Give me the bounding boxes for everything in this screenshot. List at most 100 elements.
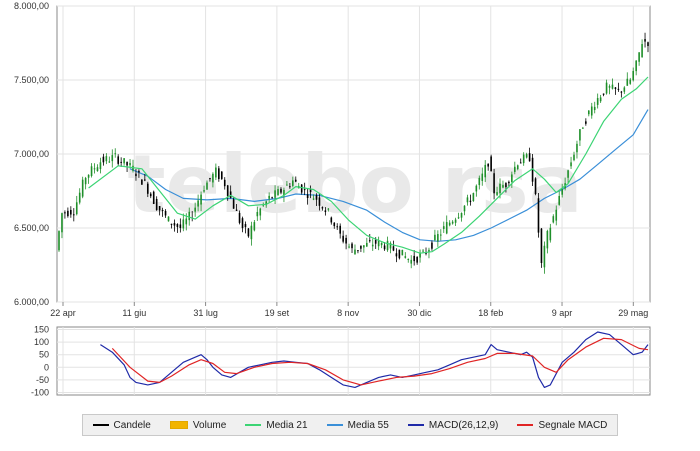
candle <box>256 206 259 221</box>
candle <box>155 196 158 211</box>
candle <box>558 191 561 206</box>
candle-body <box>463 205 466 212</box>
candle <box>366 237 368 248</box>
candle <box>460 212 463 222</box>
macd-panel: 150 100 50 0 -50 -100 <box>31 325 651 397</box>
candle-body <box>253 222 256 231</box>
candle <box>579 128 581 147</box>
candle <box>286 181 288 186</box>
candle-body <box>513 166 516 172</box>
candle-body <box>641 44 643 58</box>
candle-body <box>223 179 226 187</box>
candle-body <box>294 179 297 182</box>
candle-body <box>283 189 285 196</box>
candle-body <box>448 222 451 226</box>
candle <box>540 227 543 268</box>
price-x-tick: 8 nov <box>337 308 360 318</box>
candle <box>442 221 445 233</box>
candle <box>173 219 176 232</box>
candle-body <box>371 244 374 247</box>
candle-body <box>206 182 208 190</box>
candle <box>445 215 448 235</box>
candle-body <box>324 210 327 213</box>
candle-body <box>368 240 371 242</box>
candle <box>70 206 72 218</box>
candle-body <box>475 185 478 192</box>
candle <box>247 227 250 238</box>
candle-body <box>558 195 561 205</box>
legend-swatch <box>326 424 343 426</box>
candle-body <box>333 222 336 227</box>
candle <box>437 230 439 247</box>
candle <box>292 176 294 188</box>
candle <box>123 158 125 166</box>
candle <box>537 192 540 238</box>
candle <box>519 158 522 164</box>
candle <box>102 153 105 166</box>
candle-body <box>220 171 223 179</box>
candle-body <box>585 121 587 124</box>
price-x-tick: 30 dic <box>407 308 432 318</box>
candle-body <box>348 246 350 248</box>
candle <box>463 205 466 216</box>
candle <box>220 171 223 181</box>
candle <box>259 207 262 221</box>
candle <box>333 222 336 229</box>
candle <box>336 223 339 231</box>
candle <box>232 196 235 209</box>
candle-body <box>102 156 105 163</box>
candle-body <box>99 162 102 170</box>
price-x-tick: 22 apr <box>50 308 76 318</box>
legend-label: Volume <box>192 419 227 431</box>
legend-item: Segnale MACD <box>517 420 607 431</box>
candle <box>96 164 99 172</box>
candle <box>339 223 341 239</box>
legend-swatch <box>517 424 534 426</box>
candle <box>363 245 365 253</box>
candle <box>75 195 78 216</box>
candle-body <box>289 186 291 188</box>
candle <box>401 249 404 256</box>
candle <box>244 221 247 234</box>
candle <box>58 230 60 252</box>
candle <box>223 177 226 190</box>
candle-body <box>502 185 504 188</box>
candle-body <box>244 223 247 228</box>
candle <box>300 183 303 195</box>
candle-body <box>250 225 253 240</box>
candle-body <box>440 234 442 236</box>
candle <box>413 250 415 266</box>
price-y-tick: 7.500,00 <box>14 75 49 85</box>
candle <box>312 194 315 201</box>
candle-body <box>167 216 170 222</box>
candle-body <box>271 197 273 199</box>
candle <box>268 192 270 203</box>
candle <box>194 202 196 217</box>
candle <box>146 181 149 198</box>
candle <box>141 179 143 185</box>
candle-body <box>141 179 143 185</box>
candle-body <box>505 183 507 188</box>
candle <box>114 148 117 158</box>
candle-body <box>374 239 377 244</box>
candle-body <box>339 225 341 234</box>
candle-body <box>315 195 318 200</box>
candle-body <box>247 228 250 237</box>
candle-body <box>152 191 155 205</box>
candle <box>383 242 386 251</box>
candle-body <box>58 231 60 251</box>
candle <box>274 185 276 204</box>
price-x-tick: 18 feb <box>478 308 503 318</box>
candle <box>235 203 238 212</box>
candle <box>410 255 413 269</box>
candle-body <box>226 185 229 196</box>
candle <box>516 164 519 171</box>
candle <box>570 156 572 170</box>
candle <box>404 252 407 259</box>
macd-y-tick: 0 <box>44 362 49 372</box>
candle-body <box>265 201 267 206</box>
candle <box>351 242 353 254</box>
candle <box>395 248 398 263</box>
candle <box>448 220 451 227</box>
candle-body <box>300 184 303 193</box>
